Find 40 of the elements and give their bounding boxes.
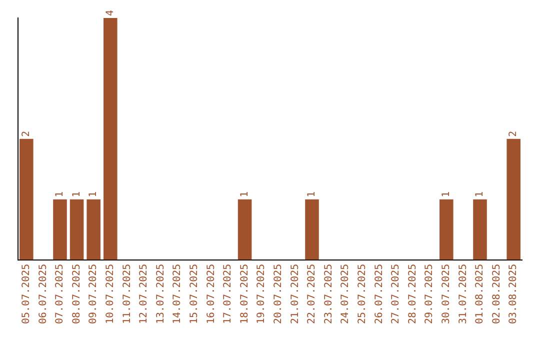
x-tick-label: 14.07.2025	[172, 264, 184, 324]
data-label: 1	[440, 191, 452, 198]
data-label: 1	[71, 191, 82, 198]
x-tick-label: 16.07.2025	[206, 264, 217, 324]
x-tick-label: 18.07.2025	[239, 264, 250, 324]
data-label: 2	[508, 130, 520, 137]
x-tick-label: 03.08.2025	[508, 264, 520, 324]
data-label: 4	[104, 10, 116, 16]
data-label: 1	[474, 191, 486, 198]
x-tick-label: 17.07.2025	[222, 264, 234, 324]
x-tick-label: 10.07.2025	[104, 264, 116, 324]
x-tick-label: 08.07.2025	[71, 264, 82, 324]
x-tick-label: 27.07.2025	[390, 264, 402, 324]
x-tick-label: 02.08.2025	[491, 264, 502, 324]
x-tick-label: 01.08.2025	[474, 264, 486, 324]
x-tick-label: 24.07.2025	[340, 264, 352, 324]
x-tick-label: 20.07.2025	[272, 264, 284, 324]
data-label: 2	[20, 130, 32, 137]
x-tick-label: 30.07.2025	[440, 264, 452, 324]
data-label: 1	[54, 191, 66, 198]
x-tick-label: 09.07.2025	[88, 264, 100, 324]
x-tick-label: 22.07.2025	[306, 264, 318, 324]
x-tick-label: 19.07.2025	[256, 264, 268, 324]
x-tick-label: 11.07.2025	[122, 264, 133, 324]
x-tick-label: 05.07.2025	[20, 264, 32, 324]
x-tick-label: 26.07.2025	[374, 264, 385, 324]
x-tick-label: 29.07.2025	[424, 264, 436, 324]
x-tick-label: 07.07.2025	[54, 264, 66, 324]
x-tick-label: 28.07.2025	[407, 264, 418, 324]
x-tick-label: 25.07.2025	[356, 264, 368, 324]
x-tick-label: 12.07.2025	[138, 264, 150, 324]
data-label: 1	[88, 191, 100, 198]
data-label: 1	[239, 191, 250, 198]
x-tick-label: 21.07.2025	[290, 264, 301, 324]
data-label: 1	[306, 191, 318, 198]
x-tick-label: 06.07.2025	[38, 264, 49, 324]
x-tick-label: 13.07.2025	[155, 264, 166, 324]
x-tick-label: 15.07.2025	[188, 264, 200, 324]
x-tick-label: 23.07.2025	[323, 264, 334, 324]
x-tick-label: 31.07.2025	[458, 264, 469, 324]
